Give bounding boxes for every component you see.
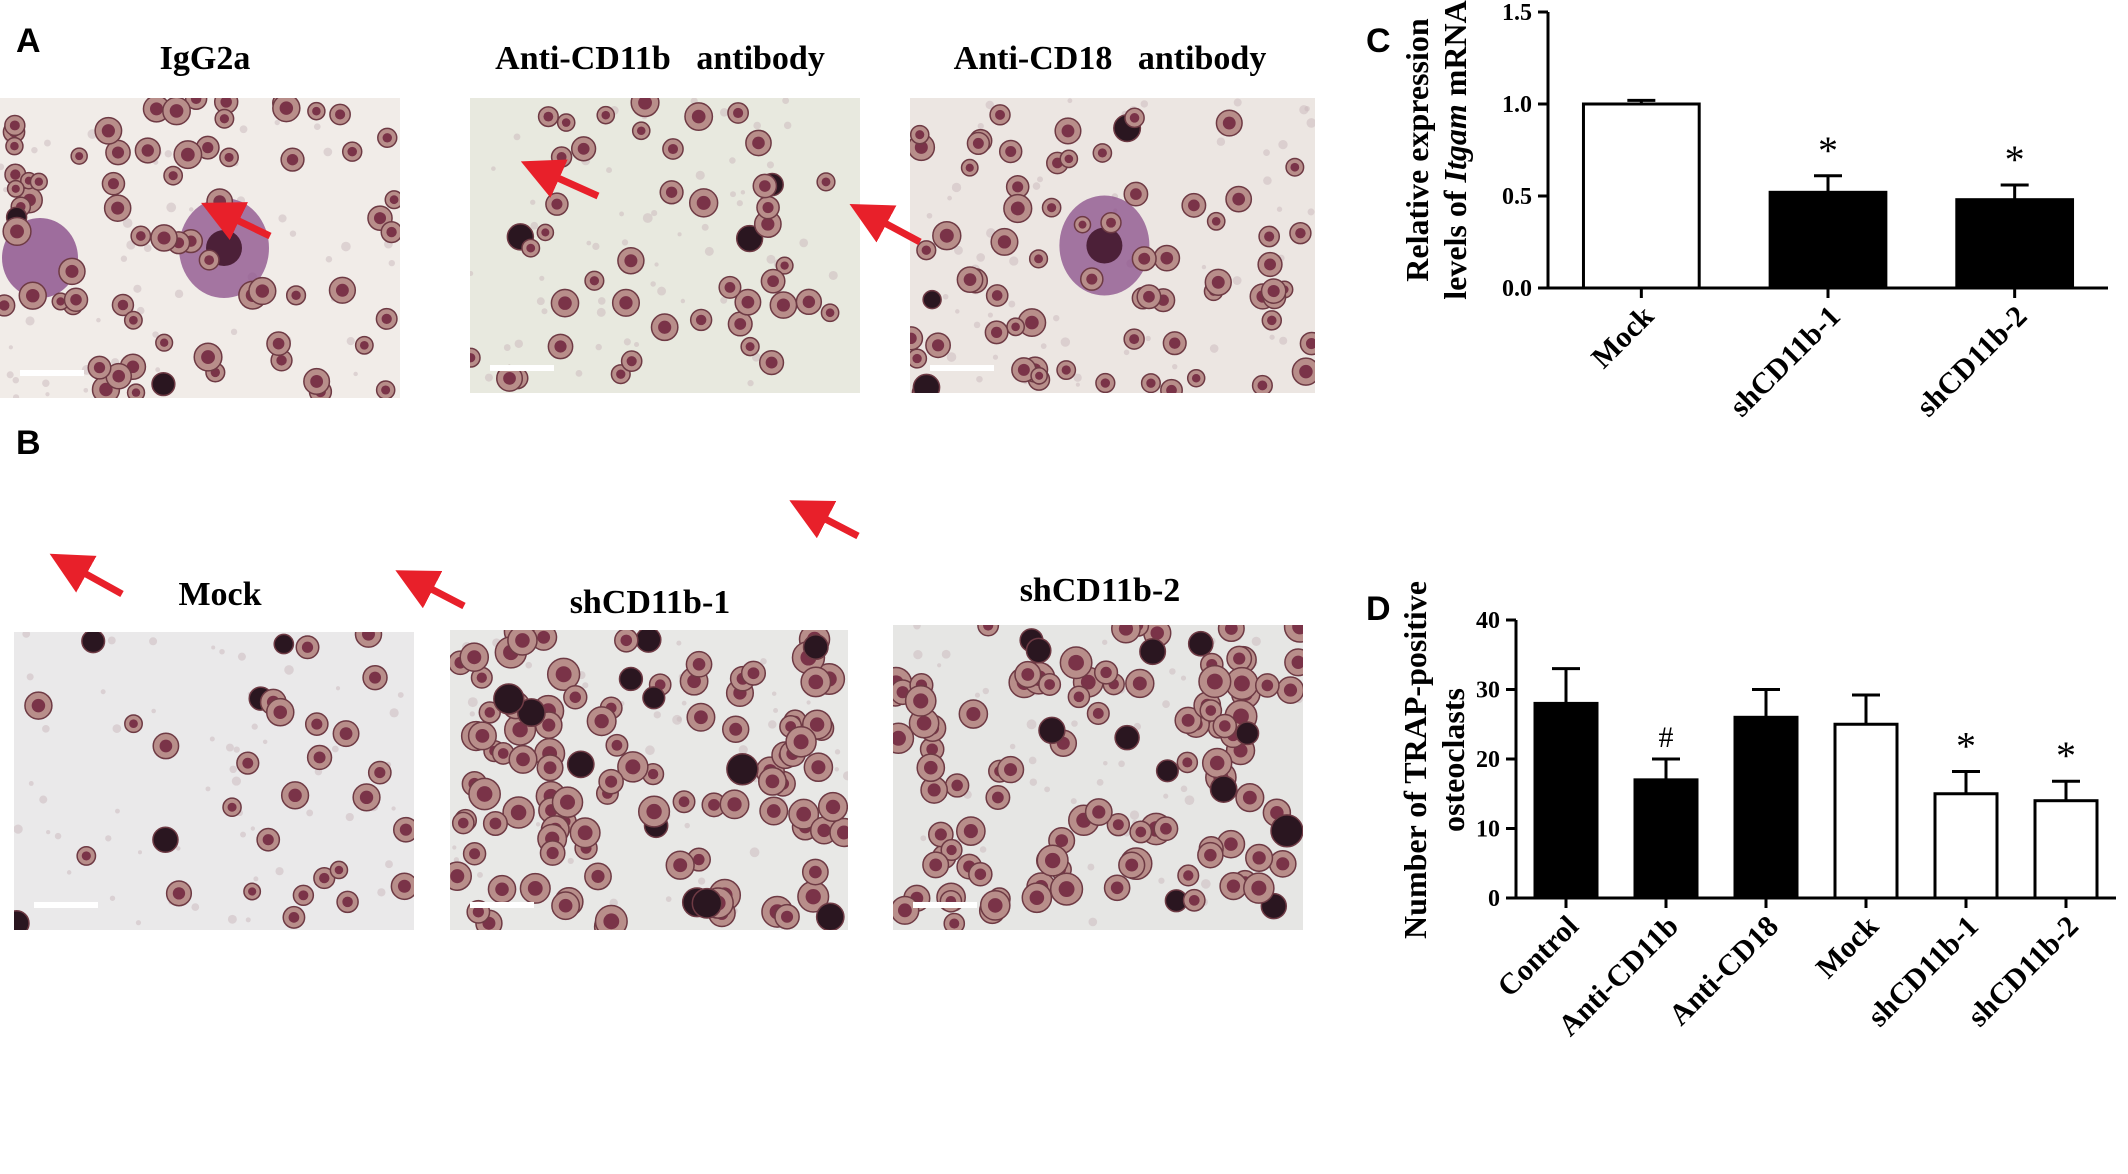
- bar-shcd11b-1: [1768, 190, 1888, 290]
- bar-control: [1533, 701, 1599, 900]
- y-axis-label-line1: Number of TRAP-positive: [1397, 581, 1433, 939]
- y-axis-label-line2: levels of Itgam mRNA: [1437, 0, 1473, 300]
- micrograph-igg2a: [0, 98, 400, 398]
- x-tick-label: Mock: [1810, 909, 1885, 984]
- significance-mark: *: [2005, 137, 2025, 182]
- y-tick-label: 10: [1476, 817, 1500, 843]
- x-tick-label: shCD11b-1: [1723, 300, 1847, 424]
- image-title-shcd11b-2: shCD11b-2: [1019, 572, 1181, 609]
- micrograph-anti-cd11b: [470, 98, 860, 393]
- y-tick-label: 0: [1488, 886, 1500, 912]
- significance-mark: #: [1659, 721, 1674, 754]
- y-tick-label: 1.5: [1502, 0, 1532, 26]
- scale-bar: [930, 365, 994, 371]
- significance-mark: *: [1956, 724, 1976, 769]
- image-title-mock: Mock: [178, 576, 262, 613]
- image-title-anti-cd18: Anti-CD18 antibody: [953, 40, 1267, 77]
- panel-letter-a: A: [16, 22, 41, 60]
- scale-bar: [470, 902, 534, 908]
- panel-letter-d: D: [1366, 590, 1391, 628]
- panel-letter-b: B: [16, 424, 41, 462]
- image-title-anti-cd11b: Anti-CD11b antibody: [495, 40, 825, 77]
- x-tick-label: Control: [1491, 910, 1585, 1004]
- bar-mock: [1581, 102, 1701, 290]
- micrograph-shcd11b-1: [450, 630, 848, 930]
- y-tick-label: 0.0: [1502, 276, 1532, 302]
- bar-shcd11b-1: [1933, 792, 1999, 900]
- y-tick-label: 30: [1476, 678, 1500, 704]
- scale-bar: [913, 902, 977, 908]
- bar-mock: [1833, 722, 1899, 900]
- x-tick-label: shCD11b-2: [1910, 300, 2034, 424]
- significance-mark: *: [1818, 128, 1838, 173]
- y-tick-label: 20: [1476, 747, 1500, 773]
- chart-c-itgam-expression: 0.0 0.5 1.0 1.5 Mock * shCD11b-1 * shCD11b-2 Rela…: [1399, 0, 2108, 424]
- scale-bar: [34, 902, 98, 908]
- red-arrow: [789, 500, 860, 540]
- image-title-shcd11b-1: shCD11b-1: [569, 584, 731, 621]
- y-axis-label-line2: osteoclasts: [1435, 688, 1471, 832]
- y-tick-label: 1.0: [1502, 92, 1532, 118]
- y-tick-label: 40: [1476, 608, 1500, 634]
- x-tick-label: Anti-CD18: [1663, 910, 1785, 1032]
- micrograph-anti-cd18: [910, 98, 1315, 393]
- significance-mark: *: [2056, 733, 2076, 778]
- scale-bar: [20, 370, 84, 376]
- y-tick-label: 0.5: [1502, 184, 1532, 210]
- bar-shcd11b-2: [1955, 198, 2075, 290]
- x-tick-label: Mock: [1585, 299, 1660, 374]
- bar-anti-cd11b: [1633, 778, 1699, 900]
- y-axis-label-line1: Relative expression: [1399, 18, 1435, 282]
- bar-anti-cd18: [1733, 715, 1799, 900]
- bar-shcd11b-2: [2033, 799, 2099, 900]
- micrograph-mock: [14, 632, 414, 930]
- scale-bar: [490, 365, 554, 371]
- micrograph-shcd11b-2: [893, 625, 1303, 930]
- image-title-igg2a: IgG2a: [159, 40, 251, 77]
- panel-letter-c: C: [1366, 22, 1391, 60]
